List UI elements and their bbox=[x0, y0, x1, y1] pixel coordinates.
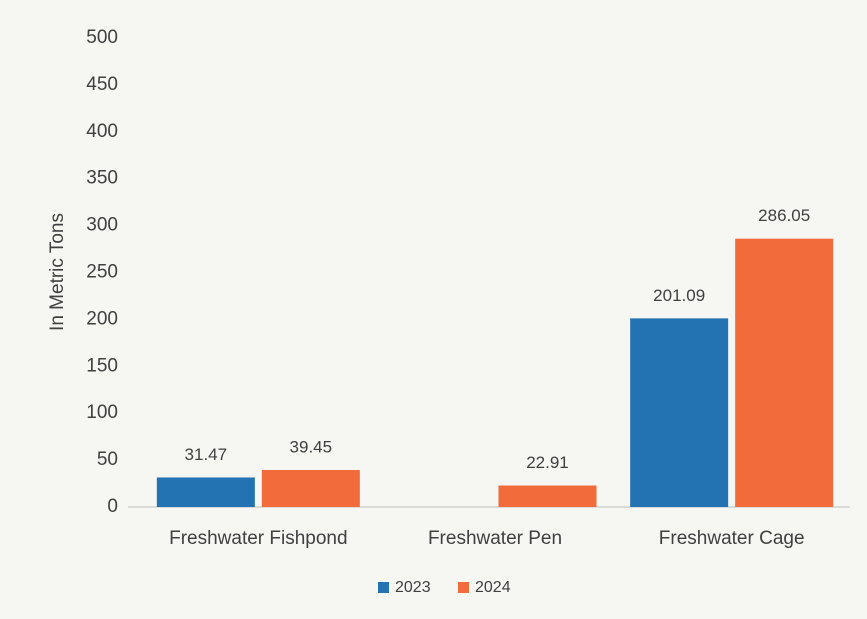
y-tick-label: 250 bbox=[86, 262, 118, 283]
y-tick-label: 150 bbox=[86, 355, 118, 376]
data-label: 286.05 bbox=[758, 206, 810, 225]
data-label: 22.91 bbox=[526, 453, 569, 472]
legend-swatch bbox=[378, 582, 389, 593]
y-tick-label: 0 bbox=[107, 496, 118, 517]
bar bbox=[630, 318, 729, 507]
bar bbox=[735, 238, 834, 507]
y-axis-label: In Metric Tons bbox=[47, 213, 68, 331]
data-label: 31.47 bbox=[185, 445, 228, 464]
y-tick-label: 350 bbox=[86, 168, 118, 189]
y-tick-label: 450 bbox=[86, 74, 118, 95]
y-tick-label: 200 bbox=[86, 308, 118, 329]
y-tick-label: 400 bbox=[86, 121, 118, 142]
legend-label: 2023 bbox=[395, 579, 431, 596]
y-tick-label: 50 bbox=[97, 449, 118, 470]
bar bbox=[156, 477, 255, 507]
x-tick-label: Freshwater Fishpond bbox=[169, 528, 347, 549]
y-tick-label: 100 bbox=[86, 402, 118, 423]
y-tick-label: 500 bbox=[86, 27, 118, 48]
legend-label: 2024 bbox=[475, 579, 511, 596]
data-label: 39.45 bbox=[290, 437, 333, 456]
y-tick-label: 300 bbox=[86, 215, 118, 236]
bar bbox=[261, 469, 360, 507]
data-label: 201.09 bbox=[653, 286, 705, 305]
x-tick-label: Freshwater Cage bbox=[659, 528, 805, 549]
legend-swatch bbox=[458, 582, 469, 593]
bar bbox=[498, 485, 597, 507]
x-tick-label: Freshwater Pen bbox=[428, 528, 562, 549]
